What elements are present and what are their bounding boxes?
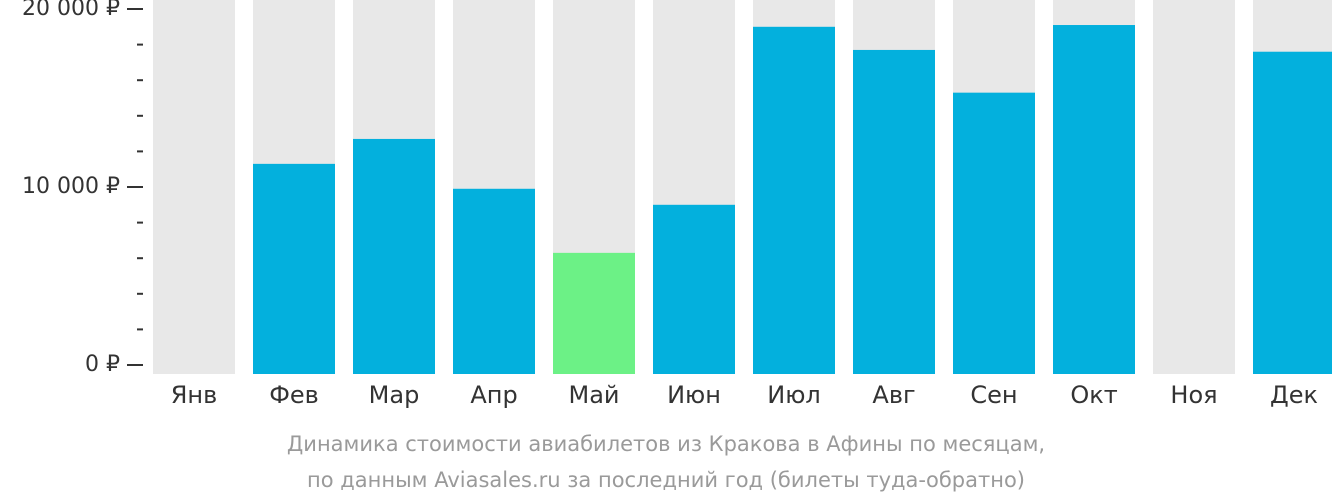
bar-3[interactable] — [353, 138, 435, 374]
x-tick-label: Дек — [1269, 381, 1318, 409]
bar-6[interactable] — [653, 204, 735, 374]
x-tick-label: Мар — [368, 381, 420, 409]
chart-caption-line-2: по данным Aviasales.ru за последний год … — [307, 468, 1025, 492]
bar-8[interactable] — [853, 49, 935, 374]
x-tick-label: Июл — [767, 381, 821, 409]
x-tick-label: Июн — [667, 381, 721, 409]
x-tick-label: Янв — [170, 381, 218, 409]
chart-caption-line-1: Динамика стоимости авиабилетов из Краков… — [286, 432, 1046, 456]
y-tick-label: 20 000 ₽ — [22, 0, 120, 21]
x-tick-label: Май — [568, 381, 620, 409]
bar-5[interactable] — [553, 252, 635, 374]
x-tick-label: Сен — [970, 381, 1018, 409]
bar-background — [153, 0, 235, 374]
x-tick-label: Авг — [872, 381, 916, 409]
bar-12[interactable] — [1253, 51, 1332, 374]
x-tick-label: Ноя — [1170, 381, 1218, 409]
x-tick-label: Фев — [269, 381, 319, 409]
bar-4[interactable] — [453, 188, 535, 374]
bar-7[interactable] — [753, 26, 835, 375]
x-tick-label: Апр — [470, 381, 518, 409]
bar-2[interactable] — [253, 163, 335, 374]
bar-10[interactable] — [1053, 25, 1135, 375]
bar-9[interactable] — [953, 92, 1035, 374]
y-tick-label: 10 000 ₽ — [22, 174, 120, 199]
x-tick-label: Окт — [1070, 381, 1118, 409]
y-tick-label: 0 ₽ — [85, 352, 120, 377]
bar-background — [1153, 0, 1235, 374]
